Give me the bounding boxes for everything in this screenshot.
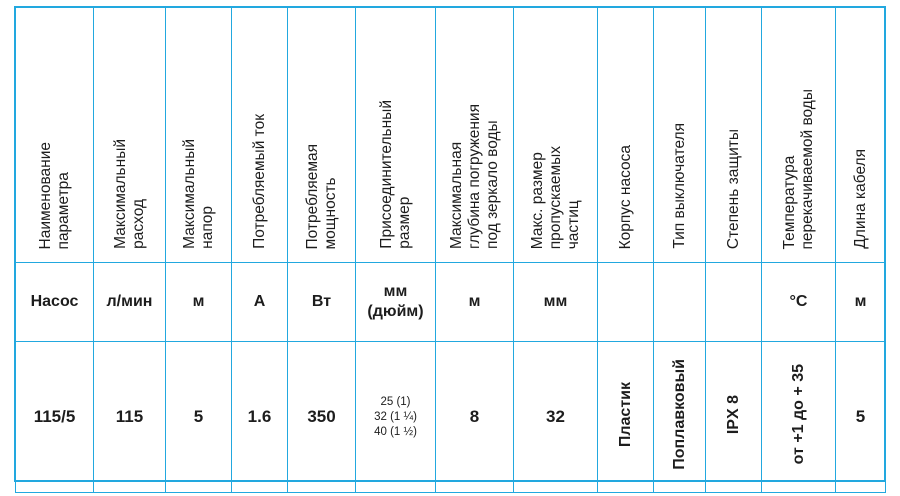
header-cell: Наименование параметра bbox=[15, 7, 94, 263]
header-cell: Длина кабеля bbox=[835, 7, 886, 263]
header-cell: Корпус насоса bbox=[597, 7, 654, 263]
header-label: Присоединительный размер bbox=[377, 100, 413, 249]
spec-table: Наименование параметра Максимальный расх… bbox=[15, 7, 886, 493]
unit-cell: А bbox=[231, 262, 288, 342]
value-connection: 25 (1) 32 (1 ¼) 40 (1 ½) bbox=[355, 341, 436, 493]
value-model: 115/5 bbox=[15, 341, 94, 493]
header-label: Макс. размер пропускаемых частиц bbox=[528, 145, 582, 249]
header-cell: Максимальный напор bbox=[165, 7, 232, 263]
unit-cell: Насос bbox=[15, 262, 94, 342]
unit-cell: м bbox=[165, 262, 232, 342]
header-cell: Тип выключателя bbox=[653, 7, 706, 263]
header-cell: Температура перекачиваемой воды bbox=[761, 7, 836, 263]
unit-cell: Вт bbox=[287, 262, 356, 342]
values-row: 115/5 115 5 1.6 350 25 (1) 32 (1 ¼) 40 (… bbox=[15, 341, 886, 493]
unit-cell: °C bbox=[761, 262, 836, 342]
value-switch: Поплавковый bbox=[670, 359, 688, 470]
header-cell: Макс. размер пропускаемых частиц bbox=[513, 7, 598, 263]
connection-line: 40 (1 ½) bbox=[374, 425, 417, 438]
header-cell: Присоединительный размер bbox=[355, 7, 436, 263]
header-label: Потребляемая мощность bbox=[303, 143, 339, 250]
unit-cell bbox=[653, 262, 706, 342]
header-label: Наименование параметра bbox=[36, 141, 72, 249]
connection-line: 25 (1) bbox=[380, 395, 411, 408]
value-protection: IPX 8 bbox=[724, 394, 742, 435]
value-housing: Пластик bbox=[616, 381, 634, 448]
value-head: 5 bbox=[165, 341, 232, 493]
header-cell: Потребляемая мощность bbox=[287, 7, 356, 263]
connection-line: 32 (1 ¼) bbox=[374, 410, 417, 423]
value-protection-cell: IPX 8 bbox=[705, 341, 762, 493]
value-depth: 8 bbox=[435, 341, 514, 493]
header-cell: Максимальный расход bbox=[93, 7, 166, 263]
unit-cell: м bbox=[835, 262, 886, 342]
header-label: Длина кабеля bbox=[851, 149, 869, 249]
header-label: Потребляемый ток bbox=[250, 114, 268, 249]
unit-cell: м bbox=[435, 262, 514, 342]
header-label: Максимальная глубина погружения под зерк… bbox=[447, 104, 501, 249]
value-switch-cell: Поплавковый bbox=[653, 341, 706, 493]
value-cable: 5 bbox=[835, 341, 886, 493]
unit-cell bbox=[597, 262, 654, 342]
value-housing-cell: Пластик bbox=[597, 341, 654, 493]
unit-cell: мм bbox=[513, 262, 598, 342]
header-label: Максимальный напор bbox=[180, 139, 216, 249]
value-power: 350 bbox=[287, 341, 356, 493]
header-label: Корпус насоса bbox=[616, 144, 634, 249]
header-cell: Степень защиты bbox=[705, 7, 762, 263]
header-cell: Потребляемый ток bbox=[231, 7, 288, 263]
value-flow: 115 bbox=[93, 341, 166, 493]
units-row: Насос л/мин м А Вт мм (дюйм) м мм °C м bbox=[15, 262, 886, 342]
header-label: Максимальный расход bbox=[111, 139, 147, 249]
value-particles: 32 bbox=[513, 341, 598, 493]
value-temperature-cell: от +1 до + 35 bbox=[761, 341, 836, 493]
header-row: Наименование параметра Максимальный расх… bbox=[15, 7, 886, 263]
unit-cell bbox=[705, 262, 762, 342]
value-current: 1.6 bbox=[231, 341, 288, 493]
value-temperature: от +1 до + 35 bbox=[789, 364, 807, 465]
header-cell: Максимальная глубина погружения под зерк… bbox=[435, 7, 514, 263]
header-label: Степень защиты bbox=[724, 128, 742, 249]
unit-cell: л/мин bbox=[93, 262, 166, 342]
unit-cell: мм (дюйм) bbox=[355, 262, 436, 342]
header-label: Тип выключателя bbox=[670, 123, 688, 249]
header-label: Температура перекачиваемой воды bbox=[780, 88, 816, 249]
